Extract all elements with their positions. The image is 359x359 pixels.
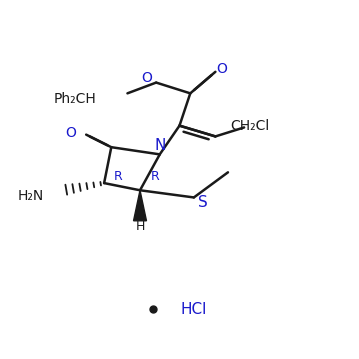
Text: O: O <box>65 126 76 140</box>
Text: CH₂Cl: CH₂Cl <box>230 120 269 133</box>
Text: H₂N: H₂N <box>17 190 44 203</box>
Polygon shape <box>134 190 146 221</box>
Text: O: O <box>141 71 152 84</box>
Text: O: O <box>216 62 227 76</box>
Text: R: R <box>114 170 123 183</box>
Text: N: N <box>154 138 165 153</box>
Text: R: R <box>151 170 159 183</box>
Text: H: H <box>135 220 145 233</box>
Text: S: S <box>198 195 208 210</box>
Text: Ph₂CH: Ph₂CH <box>54 92 97 106</box>
Text: HCl: HCl <box>181 302 207 317</box>
